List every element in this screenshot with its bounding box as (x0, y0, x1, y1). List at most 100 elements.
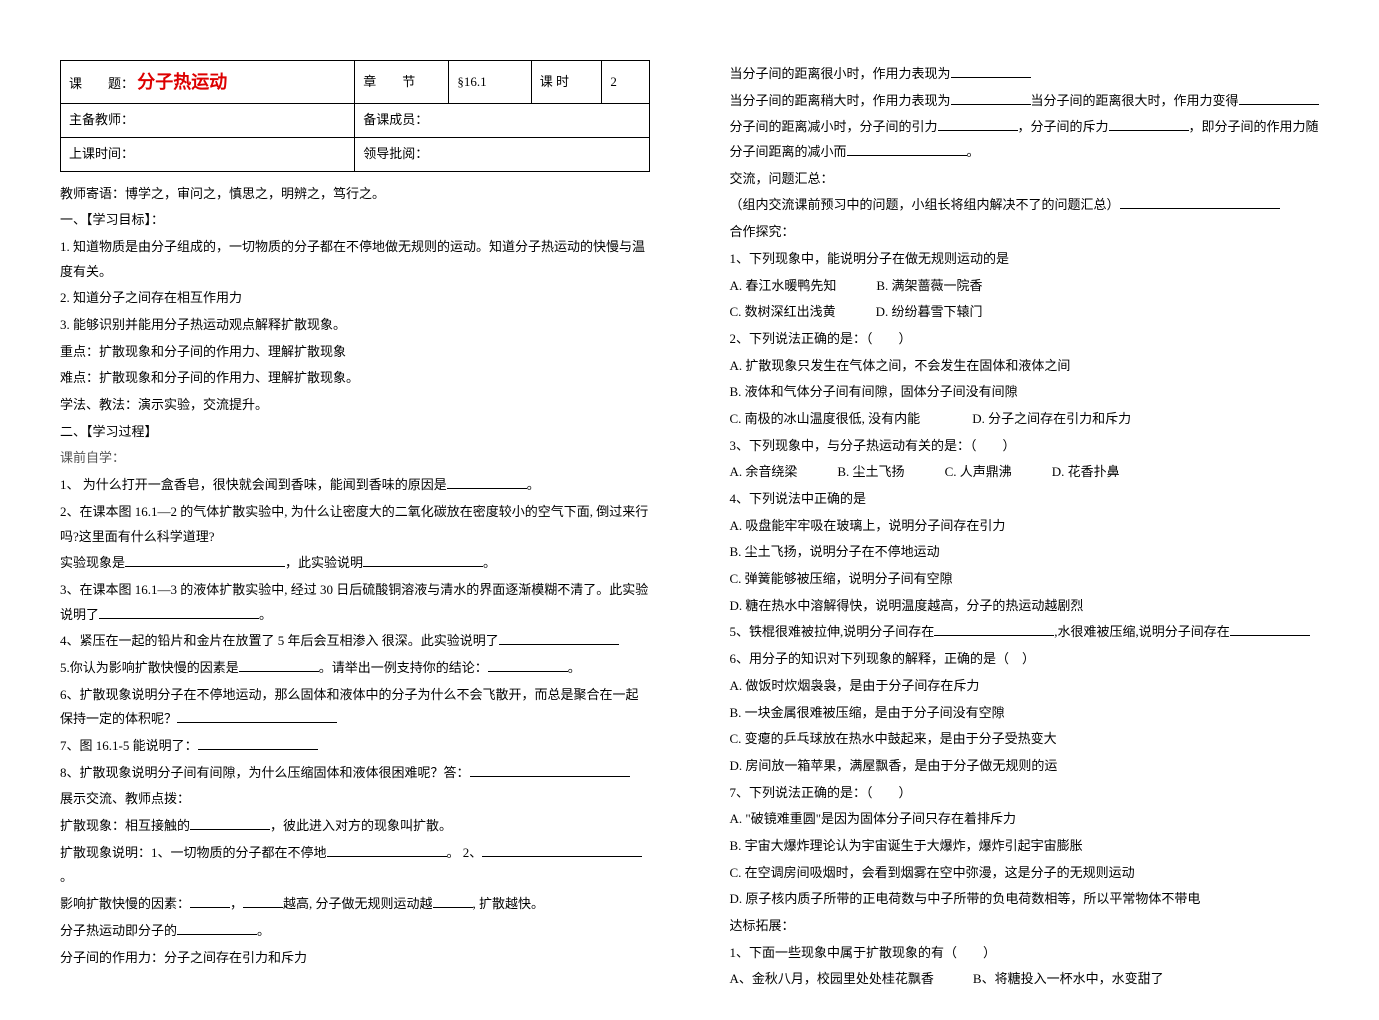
r4c: C. 弹簧能够被压缩，说明分子间有空隙 (730, 567, 1320, 592)
right-column: 当分子间的距离很小时，作用力表现为 当分子间的距离稍大时，作用力表现为当分子间的… (690, 0, 1379, 1020)
prep-members: 备课成员： (355, 104, 649, 138)
r4b: B. 尘土飞扬，说明分子在不停地运动 (730, 540, 1320, 565)
r1-opts: A. 春江水暖鸭先知B. 满架蔷薇一院香 (730, 274, 1320, 299)
q4: 4、紧压在一起的铅片和金片在放置了 5 年后会互相渗入 很深。此实验说明了 (60, 629, 650, 654)
r6b: B. 一块金属很难被压缩，是由于分子间没有空隙 (730, 701, 1320, 726)
blank (934, 623, 1054, 636)
f3a: 分子间的距离减小时，分子间的引力 (730, 119, 938, 134)
goal1: 1. 知道物质是由分子组成的，一切物质的分子都在不停地做无规则的运动。知道分子热… (60, 235, 650, 284)
f1: 当分子间的距离很小时，作用力表现为 (730, 62, 1320, 87)
comm2-text: （组内交流课前预习中的问题，小组长将组内解决不了的问题汇总） (730, 197, 1120, 212)
r2d: D. 分子之间存在引力和斥力 (972, 411, 1131, 426)
opt: B. 尘土飞扬 (837, 460, 904, 485)
blank (1109, 118, 1189, 131)
ks1: 扩散现象：相互接触的 ，彼此进入对方的现象叫扩散。 (60, 814, 650, 839)
q8: 8、扩散现象说明分子间有间隙，为什么压缩固体和液体很困难呢？答： (60, 761, 650, 786)
q6-text: 6、扩散现象说明分子在不停地运动，那么固体和液体中的分子为什么不会飞散开，而总是… (60, 687, 639, 727)
ks4-text: 分子热运动即分子的 (60, 923, 177, 938)
main-teacher: 主备教师： (61, 104, 355, 138)
r7b: B. 宇宙大爆炸理论认为宇宙诞生于大爆炸，爆炸引起宇宙膨胀 (730, 834, 1320, 859)
ks4: 分子热运动即分子的。 (60, 919, 650, 944)
method: 学法、教法：演示实验，交流提升。 (60, 393, 650, 418)
r3: 3、下列现象中，与分子热运动有关的是：（ ） (730, 434, 1320, 459)
blank (951, 65, 1031, 78)
q3: 3、在课本图 16.1—3 的液体扩散实验中, 经过 30 日后硫酸铜溶液与清水… (60, 578, 650, 627)
title-cell: 课 题： 分子热运动 (61, 61, 355, 104)
q8-text: 8、扩散现象说明分子间有间隙，为什么压缩固体和液体很困难呢？答： (60, 765, 470, 780)
goal3: 3. 能够识别并能用分子热运动观点解释扩散现象。 (60, 313, 650, 338)
r6c: C. 变瘪的乒乓球放在热水中鼓起来，是由于分子受热变大 (730, 727, 1320, 752)
motto: 教师寄语：博学之，审问之，慎思之，明辨之，笃行之。 (60, 182, 650, 207)
leader-review: 领导批阅： (355, 137, 649, 171)
e1ab: A、金秋八月，校园里处处桂花飘香 B、将糖投入一杯水中，水变甜了 (730, 967, 1320, 992)
q5b: 。请举出一例支持你的结论： (319, 660, 488, 675)
ks1a: 扩散现象：相互接触的 (60, 818, 190, 833)
q2b-a: 实验现象是 (60, 555, 125, 570)
comm: 交流，问题汇总： (730, 167, 1320, 192)
e1b: B、将糖投入一杯水中，水变甜了 (973, 971, 1164, 986)
blank (951, 92, 1031, 105)
opt: A. 春江水暖鸭先知 (730, 274, 837, 299)
r2: 2、下列说法正确的是：（ ） (730, 327, 1320, 352)
r1: 1、下列现象中，能说明分子在做无规则运动的是 (730, 247, 1320, 272)
ks3c: 越高, 分子做无规则运动越 (283, 896, 433, 911)
blank (125, 554, 285, 567)
q7-text: 7、图 16.1-5 能说明了： (60, 738, 198, 753)
sec2-title: 二、【学习过程】 (60, 420, 650, 445)
q2b-b: ，此实验说明 (285, 555, 363, 570)
r2b: B. 液体和气体分子间有间隙，固体分子间没有间隙 (730, 380, 1320, 405)
period-value: 2 (602, 61, 649, 104)
ks1b: ，彼此进入对方的现象叫扩散。 (270, 818, 452, 833)
blank (482, 844, 642, 857)
goal2: 2. 知道分子之间存在相互作用力 (60, 286, 650, 311)
r4a: A. 吸盘能牢牢吸在玻璃上，说明分子间存在引力 (730, 514, 1320, 539)
ks2b: 。 2、 (447, 845, 483, 860)
blank (938, 118, 1018, 131)
header-table: 课 题： 分子热运动 章 节 §16.1 课 时 2 主备教师： 备课成员： 上… (60, 60, 650, 172)
period-label: 课 时 (531, 61, 602, 104)
ks3b: ， (230, 896, 243, 911)
ks3: 影响扩散快慢的因素：，越高, 分子做无规则运动越, 扩散越快。 (60, 892, 650, 917)
blank (363, 554, 483, 567)
r5b: ,水很难被压缩,说明分子间存在 (1054, 624, 1230, 639)
r2c: C. 南极的冰山温度很低, 没有内能 (730, 411, 921, 426)
blank (190, 817, 270, 830)
blank (470, 764, 630, 777)
f1-text: 当分子间的距离很小时，作用力表现为 (730, 66, 951, 81)
q1: 1、 为什么打开一盒香皂，很快就会闻到香味，能闻到香味的原因是。 (60, 473, 650, 498)
r3-opts: A. 余音绕梁B. 尘土飞扬C. 人声鼎沸D. 花香扑鼻 (730, 460, 1320, 485)
r1-opts2: C. 数树深红出浅黄D. 纷纷暮雪下辕门 (730, 300, 1320, 325)
q7: 7、图 16.1-5 能说明了： (60, 734, 650, 759)
blank (1120, 196, 1280, 209)
q6: 6、扩散现象说明分子在不停地运动，那么固体和液体中的分子为什么不会飞散开，而总是… (60, 683, 650, 732)
pre-title: 课前自学： (60, 446, 650, 471)
r5: 5、铁棍很难被拉伸,说明分子间存在 ,水很难被压缩,说明分子间存在 (730, 620, 1320, 645)
ks2a: 扩散现象说明：1、一切物质的分子都在不停地 (60, 845, 327, 860)
difficulty: 难点：扩散现象和分子间的作用力、理解扩散现象。 (60, 366, 650, 391)
blank (499, 632, 619, 645)
ext: 达标拓展： (730, 914, 1320, 939)
ks2: 扩散现象说明：1、一切物质的分子都在不停地。 2、。 (60, 841, 650, 890)
blank (327, 844, 447, 857)
blank (847, 143, 967, 156)
q2: 2、在课本图 16.1—2 的气体扩散实验中, 为什么让密度大的二氧化碳放在密度… (60, 500, 650, 549)
class-time: 上课时间： (61, 137, 355, 171)
left-column: 课 题： 分子热运动 章 节 §16.1 课 时 2 主备教师： 备课成员： 上… (0, 0, 690, 1020)
blank (433, 895, 473, 908)
blank (1239, 92, 1319, 105)
e1a: A、金秋八月，校园里处处桂花飘香 (730, 971, 934, 986)
blank (447, 476, 527, 489)
show-title: 展示交流、教师点拨： (60, 787, 650, 812)
blank (488, 659, 568, 672)
f3: 分子间的距离减小时，分子间的引力，分子间的斥力，即分子间的作用力随分子间距离的减… (730, 115, 1320, 164)
q1-text: 1、 为什么打开一盒香皂，很快就会闻到香味，能闻到香味的原因是 (60, 477, 447, 492)
q4-text: 4、紧压在一起的铅片和金片在放置了 5 年后会互相渗入 很深。此实验说明了 (60, 633, 499, 648)
r5a: 5、铁棍很难被拉伸,说明分子间存在 (730, 624, 935, 639)
q5a: 5.你认为影响扩散快慢的因素是 (60, 660, 239, 675)
opt: C. 人声鼎沸 (945, 460, 1012, 485)
title-value: 分子热运动 (137, 72, 227, 92)
blank (243, 895, 283, 908)
opt: C. 数树深红出浅黄 (730, 300, 836, 325)
key-point: 重点：扩散现象和分子间的作用力、理解扩散现象 (60, 340, 650, 365)
f2a: 当分子间的距离稍大时，作用力表现为 (730, 93, 951, 108)
